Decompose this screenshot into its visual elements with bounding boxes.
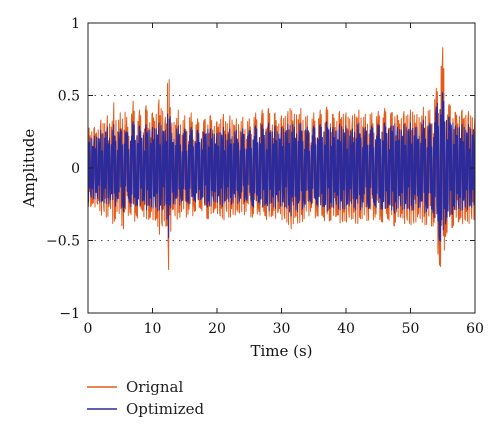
x-tick-label: 30 — [273, 321, 291, 337]
x-tick-label: 50 — [402, 321, 420, 337]
x-axis-title: Time (s) — [250, 342, 312, 360]
series-layer — [87, 47, 476, 270]
y-tick-label: 0 — [71, 161, 80, 177]
legend-label-orignal: Orignal — [126, 378, 183, 396]
x-tick-label: 40 — [337, 321, 355, 337]
ticks: 0 10 20 30 40 50 60 −1 −0.5 0 0.5 1 — [46, 16, 484, 337]
y-tick-label: 0.5 — [58, 89, 80, 105]
series-line-orignal — [87, 47, 476, 270]
legend: Orignal Optimized — [87, 378, 205, 418]
y-axis-title: Amplitude — [20, 129, 38, 209]
x-tick-label: 60 — [466, 321, 484, 337]
series-line-optimized — [87, 92, 476, 242]
x-tick-label: 10 — [144, 321, 162, 337]
legend-label-optimized: Optimized — [126, 400, 205, 418]
y-tick-label: −1 — [59, 306, 80, 322]
y-tick-label: −0.5 — [46, 234, 80, 250]
x-tick-label: 0 — [84, 321, 93, 337]
x-tick-label: 20 — [208, 321, 226, 337]
y-tick-label: 1 — [71, 16, 80, 32]
